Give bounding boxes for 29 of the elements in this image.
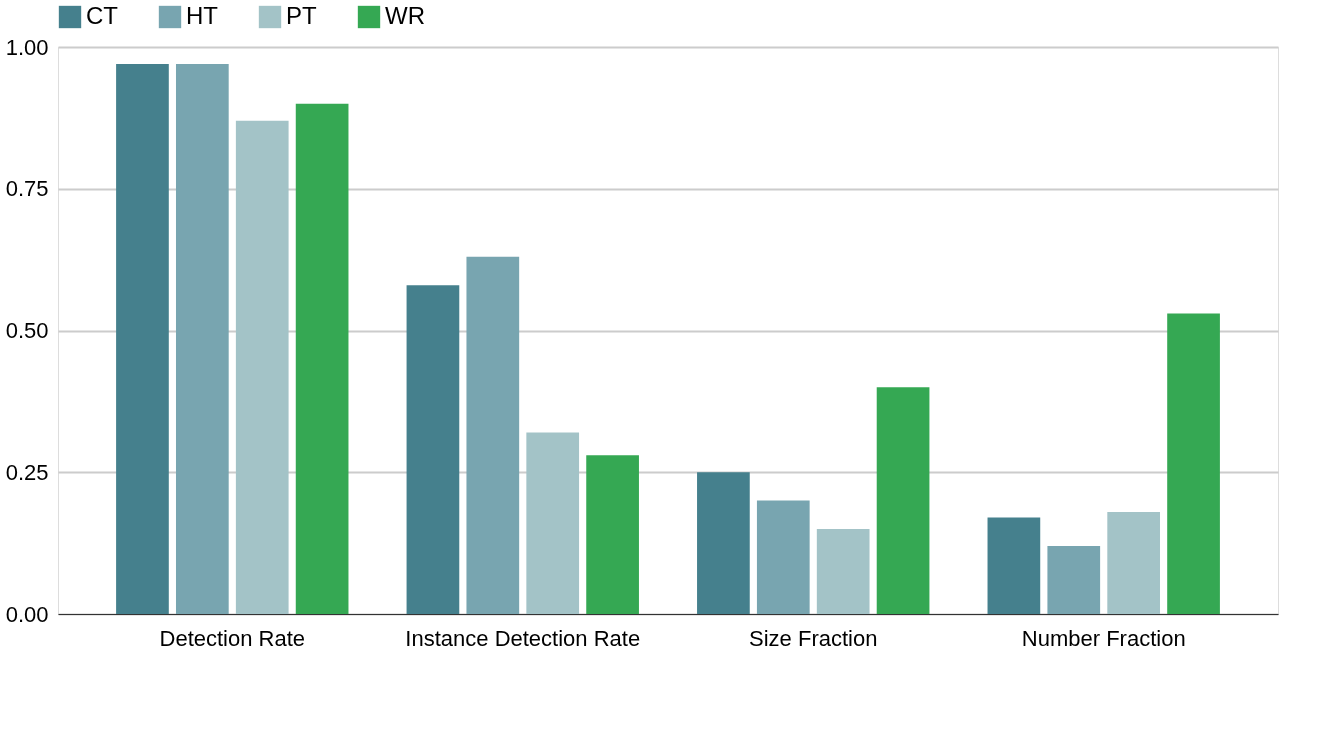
bar	[756, 500, 810, 614]
bar	[876, 387, 930, 614]
x-tick-label: Detection Rate	[159, 625, 306, 651]
bar	[1167, 313, 1220, 614]
y-tick-label: 0.50	[5, 318, 49, 343]
y-tick-label: 0.25	[5, 459, 49, 485]
x-tick-label: Number Fraction	[1021, 625, 1186, 651]
legend-label: CT	[86, 2, 119, 29]
legend-label: PT	[286, 2, 318, 29]
bar	[526, 432, 580, 614]
bar	[295, 103, 349, 614]
x-tick-label: Size Fraction	[749, 625, 878, 651]
bar	[466, 256, 520, 614]
bar	[586, 455, 639, 614]
bar	[1107, 511, 1161, 614]
x-tick-label: Instance Detection Rate	[405, 625, 641, 651]
y-tick-label: 0.75	[5, 176, 49, 202]
bar	[987, 517, 1041, 614]
bar	[406, 285, 460, 614]
bar	[816, 528, 870, 614]
bar	[235, 120, 289, 614]
bar	[1047, 545, 1101, 614]
bar	[697, 472, 750, 614]
legend-label: WR	[385, 2, 425, 29]
bar	[116, 64, 169, 614]
y-tick-label: 1.00	[5, 34, 49, 60]
y-tick-label: 0.00	[5, 601, 49, 627]
bar	[175, 64, 229, 614]
legend-label: HT	[186, 2, 219, 29]
